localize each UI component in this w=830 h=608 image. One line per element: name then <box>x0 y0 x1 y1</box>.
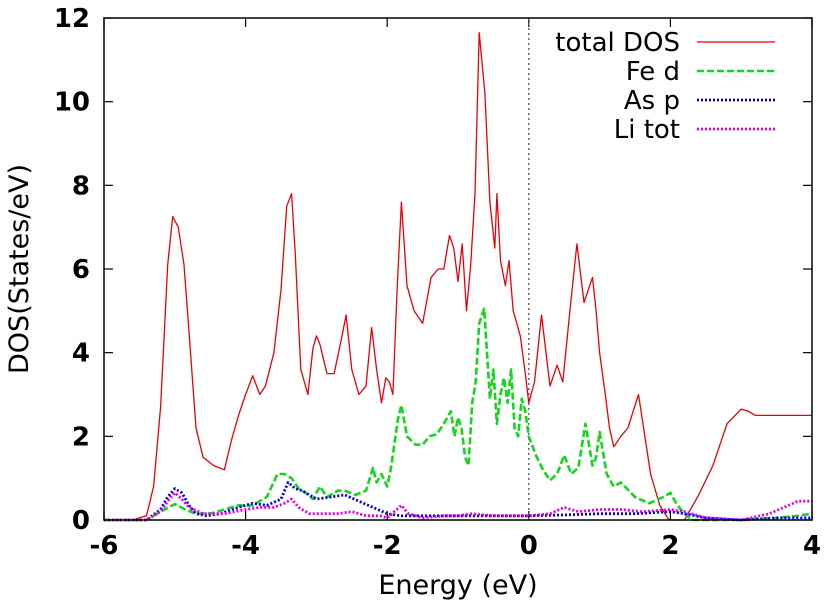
y-tick-label: 6 <box>72 255 90 285</box>
x-tick-label: -4 <box>231 531 260 561</box>
y-tick-label: 10 <box>54 88 90 118</box>
series-layer <box>104 31 813 522</box>
x-tick-label: -2 <box>373 531 402 561</box>
legend-label: Fe d <box>626 57 680 87</box>
y-axis-title: DOS(States/eV) <box>4 164 35 374</box>
x-axis-title: Energy (eV) <box>378 570 537 601</box>
legend-label: Li tot <box>614 115 680 145</box>
series-line-li-tot <box>104 491 812 522</box>
legend-label: As p <box>624 86 680 116</box>
legend-label: total DOS <box>555 28 680 58</box>
series-line-total-dos <box>104 31 812 521</box>
x-tick-label: 4 <box>803 531 821 561</box>
y-tick-label: 4 <box>72 339 90 369</box>
x-tick-label: 0 <box>520 531 538 561</box>
tick-marks <box>103 17 813 521</box>
y-tick-label: 2 <box>72 422 90 452</box>
x-tick-label: 2 <box>661 531 679 561</box>
x-tick-label: -6 <box>90 531 119 561</box>
y-tick-label: 12 <box>54 4 90 34</box>
plot-frame <box>103 17 813 521</box>
series-line-fe-d <box>104 307 813 522</box>
y-tick-label: 8 <box>72 171 90 201</box>
y-tick-label: 0 <box>72 506 90 536</box>
tick-labels: -6 -4 -2 0 2 4 0 2 4 6 8 10 12 <box>54 4 821 561</box>
